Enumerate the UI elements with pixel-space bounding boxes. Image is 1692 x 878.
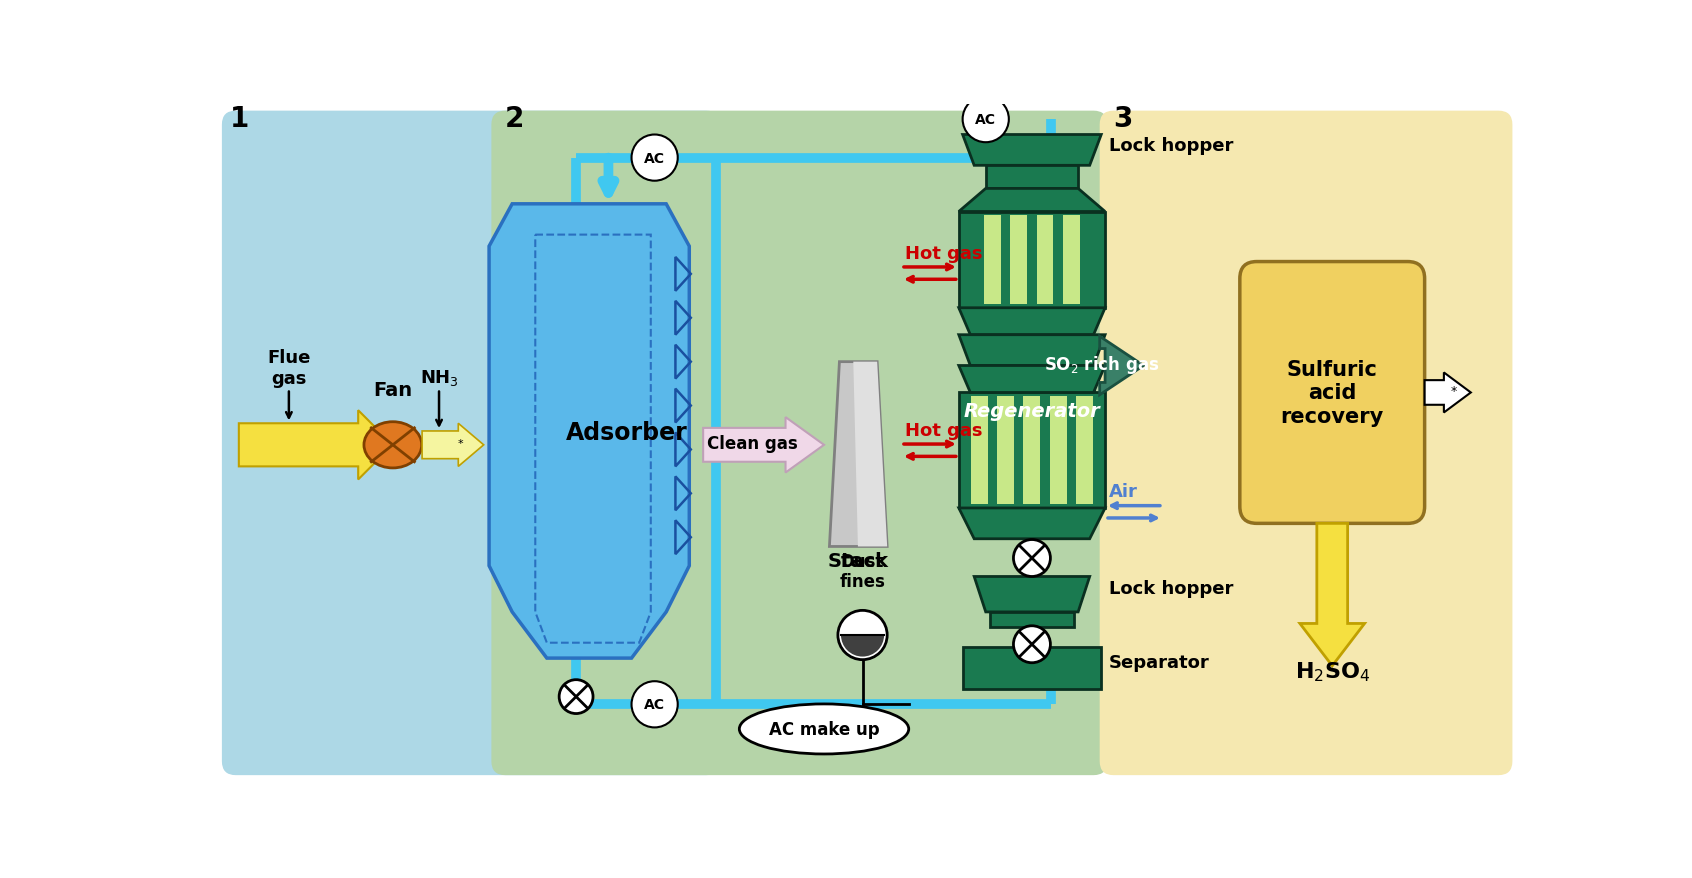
FancyBboxPatch shape	[959, 212, 1105, 308]
Polygon shape	[986, 166, 1078, 189]
FancyBboxPatch shape	[971, 397, 988, 505]
Circle shape	[631, 135, 678, 182]
FancyBboxPatch shape	[997, 397, 1014, 505]
Polygon shape	[704, 418, 824, 473]
Text: Regenerator: Regenerator	[963, 401, 1100, 420]
FancyBboxPatch shape	[963, 647, 1101, 689]
Polygon shape	[489, 205, 689, 658]
Circle shape	[1014, 540, 1051, 577]
Circle shape	[963, 97, 1008, 143]
FancyBboxPatch shape	[985, 216, 1002, 305]
Text: H$_2$SO$_4$: H$_2$SO$_4$	[1294, 659, 1371, 683]
Text: Hot gas: Hot gas	[905, 421, 983, 439]
Text: 2: 2	[504, 104, 525, 133]
Text: Sulfuric
acid
recovery: Sulfuric acid recovery	[1281, 360, 1384, 426]
FancyBboxPatch shape	[1100, 112, 1513, 775]
Polygon shape	[959, 335, 1105, 366]
Polygon shape	[829, 363, 887, 547]
Text: Dust
fines: Dust fines	[839, 552, 885, 591]
Circle shape	[1014, 626, 1051, 663]
Polygon shape	[990, 612, 1074, 628]
FancyBboxPatch shape	[1010, 216, 1027, 305]
FancyBboxPatch shape	[1037, 216, 1054, 305]
Polygon shape	[975, 577, 1090, 612]
Text: Lock hopper: Lock hopper	[1108, 137, 1233, 155]
Polygon shape	[239, 411, 393, 480]
Text: 3: 3	[1113, 104, 1132, 133]
Polygon shape	[959, 366, 1105, 393]
FancyBboxPatch shape	[1049, 397, 1066, 505]
Ellipse shape	[364, 422, 421, 468]
FancyBboxPatch shape	[1240, 263, 1425, 524]
Text: Clean gas: Clean gas	[707, 435, 799, 453]
Text: Lock hopper: Lock hopper	[1108, 579, 1233, 597]
Polygon shape	[963, 135, 1101, 166]
Polygon shape	[959, 189, 1105, 212]
Circle shape	[558, 680, 592, 714]
Text: Adsorber: Adsorber	[567, 421, 689, 444]
Text: AC: AC	[975, 113, 997, 127]
Text: *: *	[1450, 385, 1457, 397]
Polygon shape	[1100, 337, 1144, 395]
Polygon shape	[959, 308, 1105, 335]
Polygon shape	[1299, 524, 1364, 666]
Text: SO$_2$ rich gas: SO$_2$ rich gas	[1044, 354, 1159, 376]
Text: AC make up: AC make up	[768, 720, 880, 738]
FancyBboxPatch shape	[959, 393, 1105, 508]
Text: Air: Air	[1108, 483, 1137, 500]
Text: Stack: Stack	[827, 551, 888, 570]
Text: AC: AC	[645, 151, 665, 165]
Text: Flue
gas: Flue gas	[267, 349, 311, 387]
Text: 1: 1	[230, 104, 249, 133]
FancyBboxPatch shape	[1024, 397, 1041, 505]
Circle shape	[631, 681, 678, 728]
Polygon shape	[970, 366, 1093, 393]
Text: AC: AC	[645, 697, 665, 711]
FancyBboxPatch shape	[1063, 216, 1079, 305]
FancyBboxPatch shape	[491, 112, 1107, 775]
Text: NH$_3$: NH$_3$	[420, 368, 459, 387]
Circle shape	[838, 611, 887, 660]
Ellipse shape	[739, 704, 909, 754]
Polygon shape	[853, 363, 887, 547]
FancyBboxPatch shape	[222, 112, 721, 775]
Text: Hot gas: Hot gas	[905, 244, 983, 263]
Text: Fan: Fan	[374, 380, 413, 399]
Wedge shape	[841, 636, 885, 657]
Text: *: *	[459, 438, 464, 448]
Text: Separator: Separator	[1108, 653, 1210, 672]
FancyBboxPatch shape	[1076, 397, 1093, 505]
Polygon shape	[959, 508, 1105, 539]
Polygon shape	[421, 424, 484, 467]
Polygon shape	[1425, 373, 1470, 413]
